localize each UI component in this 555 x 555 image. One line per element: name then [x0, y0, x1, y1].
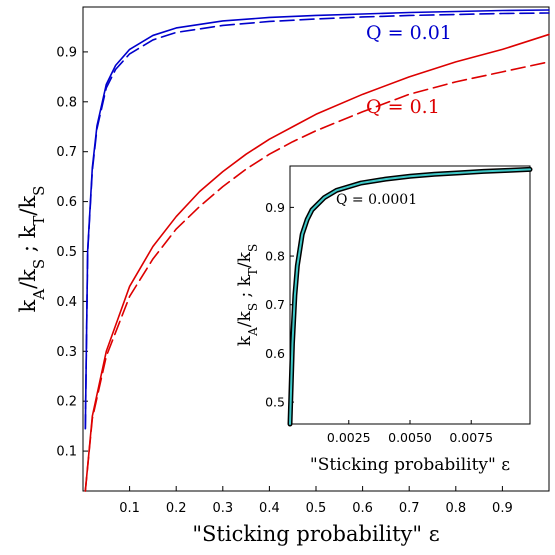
annotation-label: Q = 0.01: [366, 22, 452, 44]
inset-plot-frame: [289, 165, 531, 425]
y-tick-label: 0.6: [265, 346, 285, 361]
x-tick-label: 0.4: [259, 501, 280, 516]
main-ticks: 0.1 0.2 0.3 0.4 0.5 0.6 0.7 0.8 0.9 0.1 0.2 0.3 0.4 0…: [56, 45, 512, 516]
x-tick-label: 0.8: [445, 501, 466, 516]
x-tick-label: 0.0025: [327, 430, 371, 445]
y-tick-label: 0.1: [56, 445, 77, 460]
y-tick-label: 0.5: [265, 395, 285, 410]
y-tick-label: 0.9: [265, 200, 285, 215]
series-line-q-0-0001-solid-cyan: [289, 168, 531, 425]
y-tick-label: 0.3: [56, 345, 77, 360]
main-y-axis-label: kA/kS ; kT/kS: [16, 186, 48, 313]
series-line-q-0-1-solid: [84, 33, 550, 492]
x-tick-label: 0.7: [399, 501, 420, 516]
inset-y-axis-label: kA/kS ; kT/kS: [235, 244, 260, 346]
annotation-label: Q = 0.0001: [336, 192, 417, 208]
main-series: [84, 9, 550, 492]
inset-annotations: Q = 0.0001: [336, 192, 417, 208]
inset-x-axis-label: "Sticking probability" ε: [310, 455, 510, 475]
x-tick-label: 0.5: [306, 501, 327, 516]
series-line-q-0-1-dashed: [84, 61, 550, 492]
x-tick-label: 0.9: [492, 501, 513, 516]
x-tick-label: 0.2: [166, 501, 187, 516]
inset-ticks: 0.0025 0.0050 0.0075 0.5 0.6 0.7 0.8 0.9: [265, 200, 493, 445]
y-tick-label: 0.8: [56, 95, 77, 110]
y-tick-label: 0.5: [56, 245, 77, 260]
x-tick-label: 0.6: [352, 501, 373, 516]
inset-panel: 0.0025 0.0050 0.0075 0.5 0.6 0.7 0.8 0.9 "Stick…: [235, 165, 533, 475]
main-x-axis-label: "Sticking probability" ε: [192, 522, 439, 546]
y-tick-label: 0.8: [265, 249, 285, 264]
x-tick-label: 0.3: [212, 501, 233, 516]
x-tick-label: 0.0050: [388, 430, 432, 445]
y-tick-label: 0.9: [56, 45, 77, 60]
main-annotations: Q = 0.01 Q = 0.1: [366, 22, 452, 118]
y-tick-label: 0.4: [56, 295, 77, 310]
x-tick-label: 0.1: [119, 501, 140, 516]
y-tick-label: 0.7: [56, 145, 77, 160]
y-tick-label: 0.2: [56, 395, 77, 410]
y-tick-label: 0.7: [265, 297, 285, 312]
inset-series: [287, 166, 533, 427]
main-panel: 0.1 0.2 0.3 0.4 0.5 0.6 0.7 0.8 0.9 0.1 0.2 0.3 0.4 0…: [16, 6, 550, 546]
series-line-q-0-01-dashed: [84, 12, 550, 430]
x-tick-label: 0.0075: [449, 430, 493, 445]
annotation-label: Q = 0.1: [366, 96, 440, 118]
y-tick-label: 0.6: [56, 195, 77, 210]
